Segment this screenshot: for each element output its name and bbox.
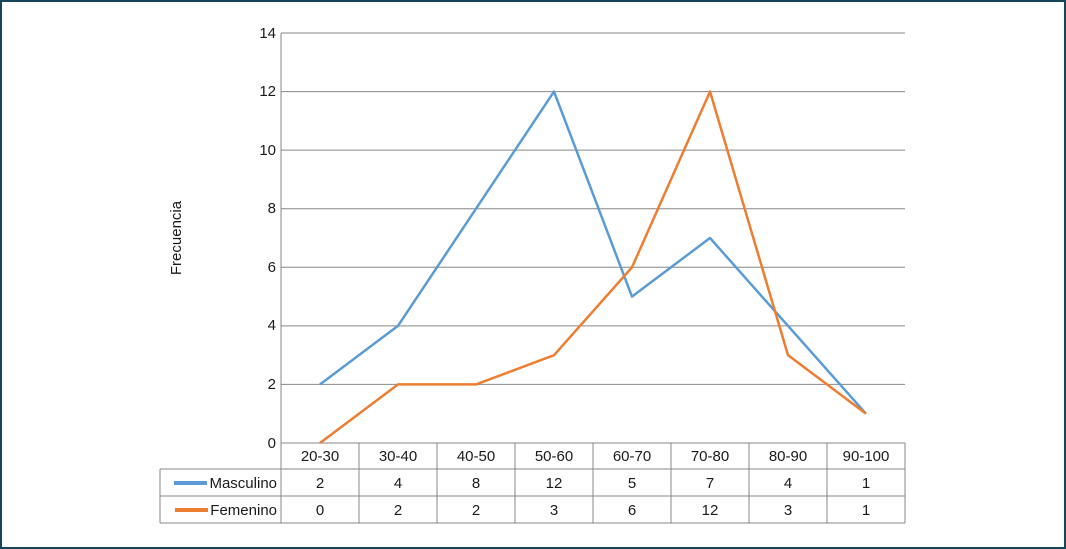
y-tick-label: 4 (267, 317, 276, 335)
legend-label: Femenino (210, 501, 277, 519)
series-line-femenino (319, 90, 867, 444)
y-tick-label: 8 (267, 200, 276, 218)
x-category-label: 60-70 (612, 448, 652, 465)
series-line-masculino (319, 90, 867, 415)
y-axis-title: Frecuencia (168, 200, 185, 276)
table-cell: 12 (701, 501, 719, 519)
x-category-label: 70-80 (690, 448, 730, 465)
table-cell: 1 (861, 501, 871, 519)
table-borders (159, 442, 906, 524)
table-cell: 12 (545, 474, 563, 492)
table-cell: 0 (315, 501, 325, 519)
legend-cell-masculino: Masculino (161, 470, 277, 496)
series-lines (319, 90, 867, 444)
legend-key-masculino-icon (174, 481, 208, 485)
table-cell: 3 (783, 501, 793, 519)
y-tick-label: 14 (259, 24, 276, 42)
table-cell: 4 (783, 474, 793, 492)
table-cell: 2 (315, 474, 325, 492)
table-cell: 3 (549, 501, 559, 519)
y-tick-label: 2 (267, 375, 276, 393)
x-category-label: 40-50 (456, 448, 496, 465)
table-cell: 2 (393, 501, 403, 519)
y-tick-label: 10 (259, 141, 276, 159)
legend-label: Masculino (209, 474, 277, 492)
y-tick-label: 6 (267, 258, 276, 276)
x-category-label: 80-90 (768, 448, 808, 465)
table-cell: 6 (627, 501, 637, 519)
gridlines (281, 32, 905, 444)
y-tick-label: 12 (259, 83, 276, 101)
x-category-label: 20-30 (300, 448, 340, 465)
table-cell: 4 (393, 474, 403, 492)
x-category-label: 90-100 (842, 448, 890, 465)
table-cell: 5 (627, 474, 637, 492)
table-cell: 1 (861, 474, 871, 492)
table-cell: 8 (471, 474, 481, 492)
legend-key-femenino-icon (175, 508, 209, 512)
table-cell: 7 (705, 474, 715, 492)
legend-cell-femenino: Femenino (161, 497, 277, 523)
y-tick-label: 0 (267, 434, 276, 452)
x-category-label: 50-60 (534, 448, 574, 465)
table-cell: 2 (471, 501, 481, 519)
x-category-label: 30-40 (378, 448, 418, 465)
